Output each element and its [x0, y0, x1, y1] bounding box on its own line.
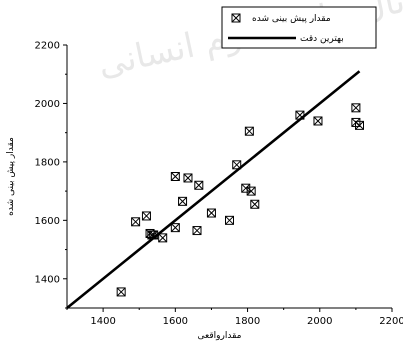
- x-tick-label: 1800: [235, 316, 260, 327]
- data-point: [241, 183, 251, 193]
- data-point: [194, 180, 204, 190]
- y-tick-label: 2000: [35, 99, 60, 110]
- data-point: [131, 217, 141, 227]
- data-point: [295, 110, 305, 120]
- data-point: [206, 208, 216, 218]
- data-point: [192, 226, 202, 236]
- legend-box: [221, 6, 377, 49]
- data-point: [141, 211, 151, 221]
- data-point: [116, 287, 126, 297]
- x-axis-label: مقدارواقعی: [198, 331, 242, 341]
- y-tick-label: 1800: [35, 157, 60, 168]
- legend-label-points: مقدار پیش بینی شده: [252, 14, 331, 24]
- best-fit-line: [66, 70, 361, 310]
- x-tick-label: 1400: [90, 316, 115, 327]
- y-tick-label: 1400: [35, 274, 60, 285]
- data-point: [246, 186, 256, 196]
- data-point: [250, 199, 260, 209]
- data-point: [178, 196, 188, 206]
- data-point: [351, 103, 361, 113]
- y-tick-label: 2200: [35, 41, 60, 52]
- legend-label-line: بهترین دقت: [300, 34, 344, 44]
- data-point: [244, 126, 254, 136]
- x-tick-label: 2000: [307, 316, 332, 327]
- x-tick-label: 1600: [163, 316, 188, 327]
- y-tick-label: 1600: [35, 216, 60, 227]
- legend-marker-points: [231, 13, 241, 23]
- data-point: [355, 120, 364, 130]
- data-point: [225, 215, 234, 225]
- x-tick-label: 2200: [379, 316, 403, 327]
- data-point: [149, 230, 159, 240]
- data-point: [170, 223, 180, 233]
- data-point: [313, 116, 323, 126]
- data-point: [232, 160, 242, 170]
- y-axis-label: مقدار پیش بینی شده: [6, 137, 16, 216]
- data-point: [170, 172, 180, 181]
- data-point: [183, 173, 193, 183]
- data-point: [158, 233, 168, 243]
